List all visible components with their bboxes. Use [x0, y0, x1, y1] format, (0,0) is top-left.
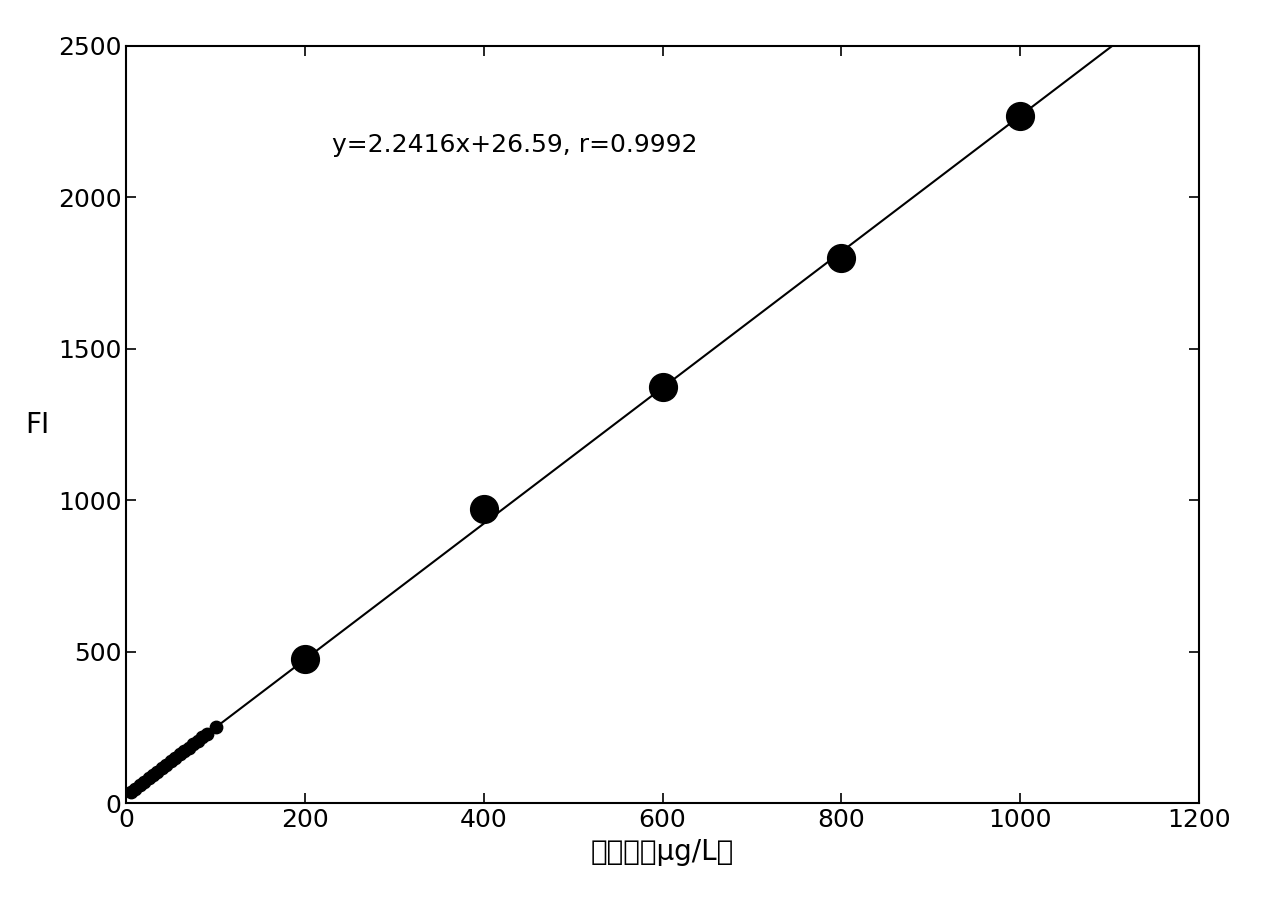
- Point: [197, 727, 217, 741]
- Point: [174, 744, 194, 759]
- Point: [160, 754, 180, 769]
- Point: [165, 750, 186, 765]
- Point: [156, 758, 177, 772]
- Point: [134, 774, 154, 789]
- Text: y=2.2416x+26.59, r=0.9992: y=2.2416x+26.59, r=0.9992: [332, 132, 698, 157]
- Point: [832, 250, 852, 265]
- Point: [1010, 109, 1030, 123]
- Point: [192, 730, 212, 745]
- Point: [179, 740, 199, 755]
- X-axis label: 芵浓度（μg/L）: 芵浓度（μg/L）: [591, 838, 734, 866]
- Y-axis label: FI: FI: [25, 411, 49, 438]
- Point: [652, 380, 673, 394]
- Point: [183, 737, 203, 751]
- Point: [169, 747, 191, 761]
- Point: [188, 733, 208, 748]
- Point: [151, 761, 172, 775]
- Point: [121, 784, 141, 799]
- Point: [206, 720, 226, 735]
- Point: [139, 771, 159, 786]
- Point: [130, 778, 150, 792]
- Point: [125, 782, 145, 796]
- Point: [148, 764, 168, 779]
- Point: [143, 768, 163, 782]
- Point: [295, 652, 316, 666]
- Point: [473, 502, 493, 517]
